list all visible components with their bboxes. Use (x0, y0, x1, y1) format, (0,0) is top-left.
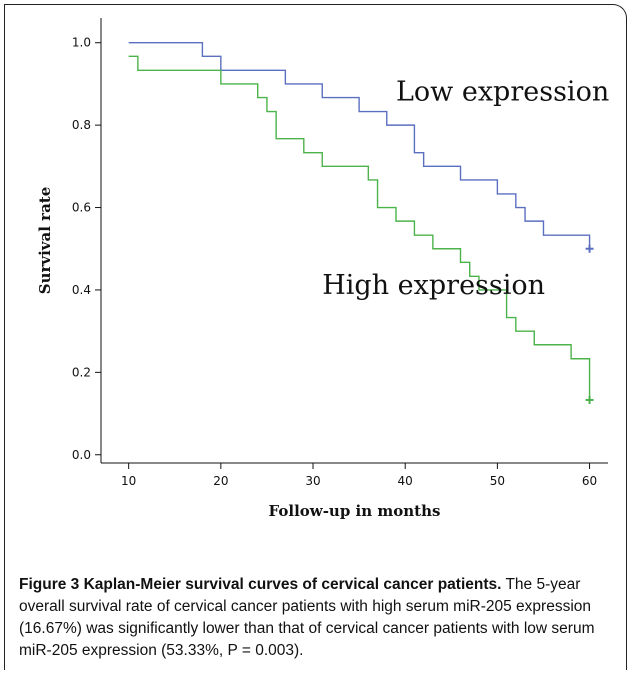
x-axis-title: Follow-up in months (269, 502, 441, 520)
censor-marker (585, 395, 594, 404)
series-line-high-expression (128, 55, 591, 400)
y-tick-label: 0.8 (72, 118, 91, 132)
y-tick-label: 0.0 (72, 448, 91, 462)
figure-caption: Figure 3 Kaplan-Meier survival curves of… (19, 574, 614, 662)
series-line-low-expression (128, 42, 591, 249)
y-tick-label: 1.0 (72, 36, 91, 50)
x-tick-label: 20 (213, 474, 228, 488)
censor-marker (585, 244, 594, 253)
figure-frame (4, 4, 627, 670)
axes: 0.0 0.2 0.4 0.6 0.8 1.0 10 20 30 40 50 60 (72, 18, 608, 488)
kaplan-meier-chart: 0.0 0.2 0.4 0.6 0.8 1.0 10 20 30 40 50 60 Low expre… (36, 18, 609, 520)
chart-labels: Low expression High expression Follow-up… (36, 76, 609, 520)
annotation-low-expression: Low expression (396, 76, 609, 107)
caption-title: Figure 3 Kaplan-Meier survival curves of… (19, 576, 502, 593)
x-tick-label: 50 (490, 474, 505, 488)
x-tick-label: 10 (121, 474, 136, 488)
caption-body: The 5-year overall survival rate of cerv… (19, 576, 595, 659)
survival-curves (128, 42, 594, 404)
x-tick-label: 30 (305, 474, 320, 488)
y-axis-title: Survival rate (36, 187, 54, 295)
x-tick-label: 60 (582, 474, 597, 488)
x-tick-label: 40 (398, 474, 413, 488)
y-tick-label: 0.2 (72, 365, 91, 379)
y-tick-label: 0.4 (72, 283, 91, 297)
annotation-high-expression: High expression (322, 270, 545, 301)
y-tick-label: 0.6 (72, 201, 91, 215)
